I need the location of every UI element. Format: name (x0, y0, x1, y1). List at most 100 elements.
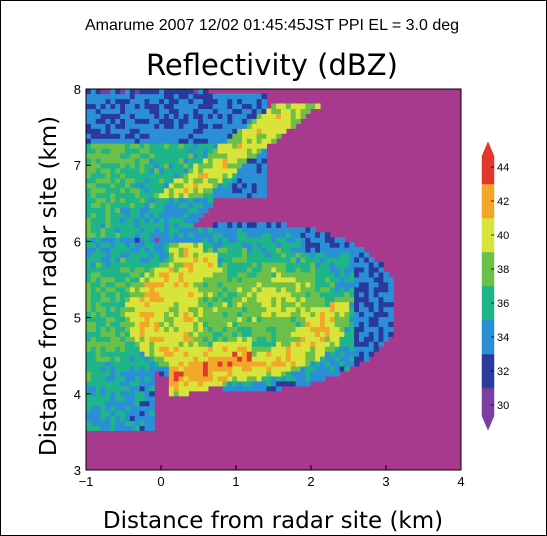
heatmap-cell (178, 143, 185, 149)
heatmap-cell (95, 108, 102, 114)
heatmap-cell (251, 227, 258, 233)
heatmap-cell (149, 167, 155, 174)
heatmap-cell (246, 227, 253, 233)
heatmap-cell (125, 281, 131, 288)
heatmap-cell (110, 296, 116, 303)
heatmap-cell (246, 331, 253, 337)
heatmap-cell (237, 103, 243, 110)
heatmap-cell (285, 341, 292, 347)
heatmap-cell (144, 108, 150, 114)
heatmap-cell (188, 380, 194, 387)
heatmap-cell (315, 247, 321, 253)
heatmap-cell (354, 336, 360, 342)
heatmap-cell (90, 370, 97, 377)
heatmap-cell (232, 148, 238, 154)
heatmap-cell (290, 321, 297, 327)
heatmap-cell (227, 103, 233, 110)
heatmap-cell (125, 286, 131, 293)
heatmap-cell (198, 202, 204, 209)
heatmap-cell (198, 361, 204, 367)
heatmap-cell (154, 296, 160, 303)
heatmap-cell (164, 326, 170, 332)
heatmap-cell (281, 118, 287, 124)
heatmap-cell (139, 247, 146, 253)
heatmap-cell (95, 252, 102, 258)
heatmap-cell (154, 222, 160, 228)
heatmap-cell (134, 242, 141, 248)
heatmap-cell (281, 232, 287, 238)
heatmap-cell (207, 157, 214, 164)
heatmap-cell (344, 311, 350, 318)
heatmap-cell (203, 370, 209, 377)
heatmap-cell (173, 212, 180, 218)
heatmap-cell (232, 143, 238, 149)
heatmap-cell (373, 336, 380, 342)
heatmap-cell (295, 361, 302, 367)
heatmap-cell (86, 395, 92, 402)
heatmap-cell (173, 202, 180, 209)
heatmap-cell (193, 380, 199, 387)
heatmap-cell (164, 133, 170, 139)
heatmap-cell (354, 351, 360, 357)
heatmap-cell (173, 98, 180, 105)
heatmap-cell (207, 153, 214, 159)
heatmap-cell (203, 227, 209, 233)
heatmap-cell (110, 341, 116, 347)
heatmap-cell (95, 306, 102, 313)
heatmap-cell (207, 148, 214, 154)
heatmap-cell (193, 266, 199, 273)
heatmap-cell (86, 261, 92, 268)
heatmap-cell (173, 365, 180, 372)
heatmap-cell (178, 301, 185, 308)
heatmap-cell (246, 276, 253, 283)
heatmap-cell (178, 108, 185, 114)
heatmap-cell (120, 346, 126, 352)
heatmap-cell (178, 148, 185, 154)
heatmap-cell (207, 331, 214, 337)
heatmap-cell (100, 420, 107, 427)
heatmap-cell (95, 370, 102, 377)
heatmap-cell (86, 182, 92, 189)
heatmap-cell (178, 89, 185, 95)
heatmap-cell (178, 177, 185, 184)
heatmap-cell (237, 93, 243, 100)
heatmap-cell (183, 232, 189, 238)
heatmap-cell (100, 143, 107, 149)
heatmap-cell (159, 222, 165, 228)
heatmap-cell (120, 128, 126, 134)
heatmap-cell (100, 118, 107, 124)
heatmap-cell (198, 148, 204, 154)
heatmap-cell (115, 93, 121, 100)
heatmap-cell (129, 316, 136, 323)
heatmap-cell (90, 182, 97, 189)
heatmap-cell (198, 232, 204, 238)
heatmap-cell (149, 385, 155, 392)
heatmap-cell (154, 252, 160, 258)
heatmap-cell (86, 296, 92, 303)
heatmap-cell (232, 331, 238, 337)
heatmap-cell (334, 281, 341, 288)
heatmap-cell (134, 385, 141, 392)
heatmap-cell (149, 172, 155, 179)
heatmap-cell (193, 202, 199, 209)
heatmap-cell (125, 153, 131, 159)
heatmap-cell (368, 276, 375, 283)
heatmap-cell (178, 306, 185, 313)
heatmap-cell (207, 98, 214, 105)
heatmap-cell (237, 341, 243, 347)
heatmap-cell (129, 217, 136, 223)
heatmap-cell (168, 370, 175, 377)
heatmap-cell (246, 153, 253, 159)
heatmap-cell (149, 405, 155, 412)
heatmap-cell (168, 385, 175, 392)
heatmap-cell (198, 103, 204, 110)
heatmap-cell (329, 341, 336, 347)
heatmap-cell (125, 316, 131, 323)
heatmap-cell (212, 291, 219, 298)
heatmap-cell (173, 197, 180, 204)
heatmap-cell (344, 356, 350, 362)
heatmap-cell (164, 331, 170, 337)
heatmap-cell (251, 222, 258, 228)
heatmap-cell (115, 271, 121, 278)
heatmap-cell (276, 103, 282, 110)
